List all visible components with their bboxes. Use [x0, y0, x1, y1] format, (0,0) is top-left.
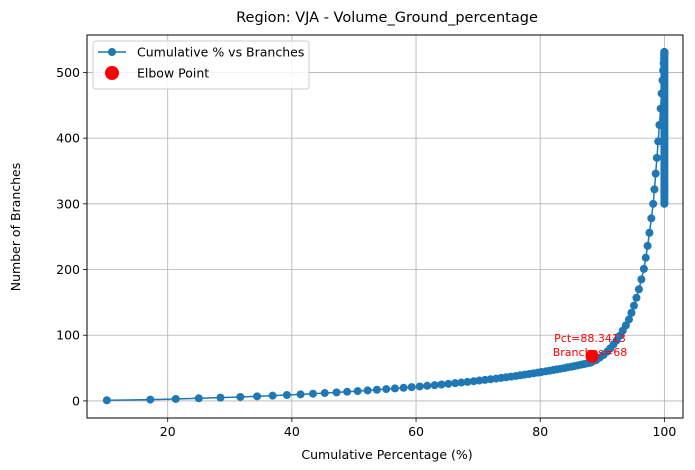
legend-elbow-marker — [105, 66, 119, 80]
data-point — [363, 386, 372, 395]
data-point — [624, 315, 633, 324]
data-point — [102, 396, 111, 405]
data-point — [320, 389, 329, 398]
data-point — [296, 390, 305, 399]
x-tick-label: 80 — [532, 424, 548, 439]
y-tick-label: 0 — [72, 393, 80, 408]
data-point — [627, 308, 636, 317]
y-ticks: 0 100 200 300 400 500 — [56, 65, 87, 408]
y-tick-label: 500 — [56, 65, 80, 80]
data-point — [430, 381, 439, 390]
data-point — [647, 214, 656, 223]
legend-elbow-label: Elbow Point — [137, 66, 209, 81]
data-point — [632, 293, 641, 302]
data-point — [343, 387, 352, 396]
data-point — [399, 383, 408, 392]
data-point — [216, 393, 225, 402]
x-tick-label: 40 — [284, 424, 300, 439]
data-point — [639, 264, 648, 273]
data-point — [423, 381, 432, 390]
x-tick-label: 20 — [160, 424, 176, 439]
data-point — [353, 387, 362, 396]
x-axis-label: Cumulative Percentage (%) — [301, 447, 472, 462]
data-point — [253, 392, 262, 401]
data-point — [629, 301, 638, 310]
data-point — [194, 394, 203, 403]
data-point — [645, 228, 654, 237]
data-point — [463, 377, 472, 386]
plot-frame — [86, 34, 684, 419]
data-point — [649, 199, 658, 208]
data-point — [641, 253, 650, 262]
data-point — [444, 379, 453, 388]
legend: Cumulative % vs Branches Elbow Point — [92, 40, 310, 90]
y-tick-label: 100 — [56, 328, 80, 343]
elbow-group — [585, 349, 599, 363]
data-point — [643, 241, 652, 250]
data-point — [415, 382, 424, 391]
data-point — [382, 385, 391, 394]
data-point — [650, 185, 659, 194]
data-point — [407, 383, 416, 392]
legend-box — [92, 40, 310, 90]
data-point — [651, 169, 660, 178]
elbow-annotation-line1: Pct=88.3413 — [554, 332, 626, 345]
data-point — [451, 379, 460, 388]
data-point — [652, 153, 661, 162]
data-point — [372, 385, 381, 394]
y-tick-label: 200 — [56, 262, 80, 277]
data-point — [308, 389, 317, 398]
data-point — [390, 384, 399, 393]
data-point — [654, 137, 663, 146]
data-point — [332, 388, 341, 397]
data-point — [236, 392, 245, 401]
data-point — [146, 395, 155, 404]
elbow-annotation-line2: Branches=68 — [553, 346, 628, 359]
data-point — [171, 394, 180, 403]
data-point — [621, 321, 630, 330]
y-tick-label: 300 — [56, 196, 80, 211]
y-tick-label: 400 — [56, 131, 80, 146]
x-tick-label: 60 — [408, 424, 424, 439]
x-ticks: 20 40 60 80 100 — [160, 418, 676, 439]
chart-title: Region: VJA - Volume_Ground_percentage — [236, 10, 538, 26]
data-point — [268, 391, 277, 400]
x-tick-label: 100 — [652, 424, 676, 439]
data-point — [660, 48, 669, 57]
series-group — [102, 48, 669, 405]
data-point — [634, 285, 643, 294]
elbow-point — [585, 349, 599, 363]
legend-series-marker — [108, 48, 116, 56]
data-point — [637, 275, 646, 284]
data-point — [437, 380, 446, 389]
data-point — [457, 378, 466, 387]
y-axis-label: Number of Branches — [8, 163, 23, 292]
legend-series-label: Cumulative % vs Branches — [137, 45, 304, 60]
data-point — [282, 391, 291, 400]
